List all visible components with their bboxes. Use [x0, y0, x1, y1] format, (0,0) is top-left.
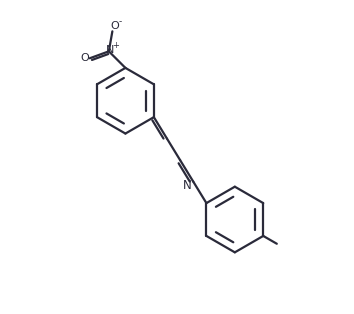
Text: N: N	[183, 179, 192, 192]
Text: O: O	[80, 53, 89, 63]
Text: -: -	[119, 18, 122, 26]
Text: N: N	[106, 45, 115, 55]
Text: O: O	[110, 21, 119, 31]
Text: +: +	[112, 41, 119, 50]
